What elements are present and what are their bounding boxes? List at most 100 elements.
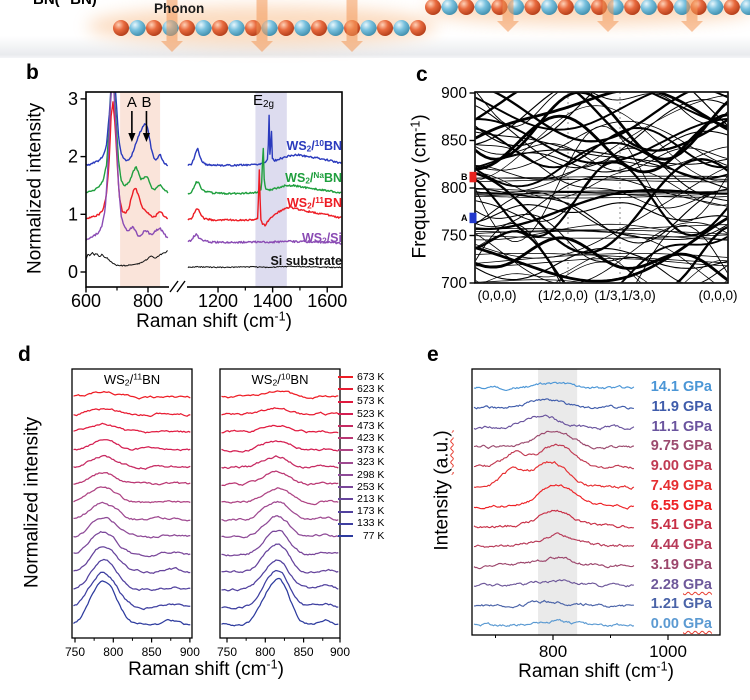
y-tick-label: 0 (68, 262, 78, 282)
pressure-label: 9.00 GPa (650, 458, 712, 474)
x-tick-label: 850 (142, 645, 162, 659)
spectrum-curve (187, 265, 342, 269)
peak-annotation-letter: A (127, 94, 137, 111)
temperature-spectrum (221, 543, 339, 574)
boron-atom (377, 20, 393, 36)
phonon-band (475, 166, 728, 259)
legend-swatch (338, 522, 353, 525)
panel-b-y-axis-label: Normalized intensity (24, 102, 46, 274)
legend-temperature-label: 523 K (357, 407, 385, 420)
legend-temperature-label: 173 K (357, 505, 385, 518)
legend-swatch (338, 424, 353, 427)
legend-row: 213 K (338, 493, 384, 505)
x-tick-label: 1000 (649, 642, 687, 661)
panel-d-y-axis-label: Normalized intensity (21, 416, 43, 588)
y-tick-label: 750 (441, 228, 467, 245)
phonon-band (475, 216, 728, 283)
phonon-band (475, 170, 728, 206)
series-label: WS2/Si (301, 231, 342, 246)
y-tick-label: 2 (68, 147, 78, 167)
spectrum-curve (187, 114, 342, 167)
pressure-label: 3.19 GPa (650, 557, 712, 573)
pressure-label: 11.9 GPa (651, 399, 712, 415)
boron-atom (278, 20, 294, 36)
mode-marker-B (469, 171, 477, 183)
y-tick-label: 800 (441, 180, 467, 197)
nitrogen-atom (360, 20, 377, 36)
nitrogen-atom (574, 0, 591, 15)
nitrogen-atom (327, 20, 344, 36)
boron-atom (624, 0, 641, 15)
panel-e-axes-box (471, 368, 721, 636)
phonon-band (475, 92, 728, 147)
temperature-spectrum (221, 407, 339, 416)
boron-atom (657, 0, 674, 15)
pressure-label: 1.21 GPa (650, 596, 712, 612)
pressure-label: 0.00 GPa (650, 616, 712, 632)
legend-row: 673 K (338, 371, 384, 383)
axis-break-gap (169, 283, 187, 291)
phonon-band (475, 177, 728, 183)
legend-swatch (338, 473, 353, 476)
legend-swatch (338, 437, 353, 440)
panel-e-y-axis-label-text: Intensity (431, 474, 453, 551)
temperature-spectrum (221, 440, 339, 453)
legend-row: 253 K (338, 481, 384, 493)
phonon-band (475, 193, 728, 199)
legend-temperature-label: 133 K (357, 517, 385, 530)
boron-atom (425, 0, 441, 15)
panel-d-temperature-raman: 750 800 850 900 750 800 850 900 (65, 368, 350, 659)
legend-row: 77 K (338, 530, 384, 542)
temperature-spectrum (73, 516, 191, 539)
pressure-label: 2.28 GPa (650, 577, 712, 593)
pressure-label: 11.1 GPa (651, 419, 712, 435)
pressure-spectrum (473, 509, 634, 529)
pressure-label: 4.44 GPa (650, 537, 712, 553)
phonon-band (475, 222, 728, 283)
phonon-arrow-icon (497, 0, 519, 32)
pressure-spectrum (473, 460, 635, 490)
nitrogen-atom (674, 0, 690, 15)
panel-b-raman-plot: 0 1 2 3 600 800 1200 1400 1600 A B (68, 89, 347, 311)
legend-swatch (338, 510, 353, 513)
panel-e-x-axis-label: Raman shift (cm-1) (518, 659, 674, 682)
k-point-label: (1/2,0,0) (537, 288, 589, 303)
phonon-band (475, 190, 728, 195)
spectrum-curve (187, 147, 342, 195)
legend-swatch (338, 376, 353, 379)
temperature-spectrum (221, 529, 339, 557)
pressure-spectrum (473, 579, 634, 588)
temperature-spectrum (221, 455, 339, 470)
phonon-arrow-icon (161, 0, 183, 52)
legend-swatch (338, 449, 353, 452)
phonon-bands (475, 92, 728, 283)
panel-b-x-axis-label: Raman shift (cm-1) (136, 309, 292, 332)
phonon-band (475, 228, 728, 241)
phonon-band (475, 92, 728, 140)
pressure-label: 6.55 GPa (650, 498, 712, 514)
spectrum-curve (86, 92, 169, 194)
panel-e-y-axis-label: Intensity (a.u.) (431, 350, 454, 630)
legend-temperature-label: 373 K (357, 444, 385, 457)
phonon-band (475, 258, 728, 267)
pressure-label: 5.41 GPa (650, 517, 712, 533)
phonon-band (483, 255, 728, 283)
spectrum-curve (187, 169, 342, 227)
phonon-arrow-icon (597, 0, 619, 32)
panel-e-y-axis-label-au: (a.u.) (431, 430, 453, 475)
peak-annotation-letter: B (141, 94, 151, 111)
pressure-label: 9.75 GPa (650, 438, 712, 454)
x-tick-label: 800 (133, 291, 163, 311)
x-tick-label: 1400 (253, 291, 293, 311)
pressure-spectrum (473, 443, 634, 470)
temperature-spectrum (73, 530, 191, 558)
temperature-spectrum (73, 439, 191, 452)
phonon-band (475, 92, 728, 161)
x-tick-label: 800 (103, 645, 123, 659)
mode-marker-letter-B: B (461, 172, 468, 182)
spectrum-curve (86, 92, 169, 241)
nitrogen-atom (441, 0, 458, 15)
nitrogen-atom (474, 0, 491, 15)
